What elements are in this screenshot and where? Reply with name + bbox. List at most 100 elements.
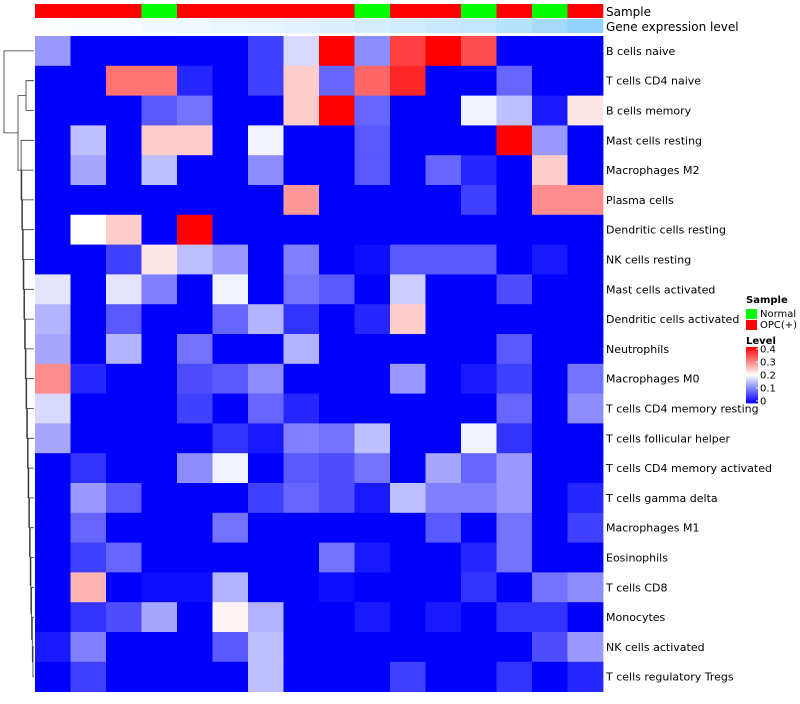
legend-gradient-step (746, 398, 758, 401)
legend-gradient-step (746, 361, 758, 363)
heatmap-cell (390, 632, 426, 663)
sample-annotation-label: Sample (606, 5, 651, 19)
heatmap-cell (425, 363, 462, 394)
heatmap-cell (461, 214, 497, 245)
heatmap-cell (70, 244, 107, 275)
heatmap-cell (319, 334, 355, 365)
heatmap-cell (283, 95, 320, 126)
legend-level-title: Level (746, 336, 776, 347)
heatmap-cell (70, 632, 107, 663)
heatmap-cell (106, 542, 142, 573)
heatmap-cell (70, 334, 107, 365)
legend-gradient-step (746, 370, 758, 373)
heatmap-cell (212, 483, 249, 514)
heatmap-cell (496, 36, 533, 67)
heatmap-cell (461, 36, 497, 67)
heatmap-cell (532, 363, 568, 394)
heatmap-cell (70, 602, 107, 633)
heatmap-cell (106, 155, 142, 186)
heatmap-cell (35, 483, 71, 514)
heatmap-cell (532, 125, 568, 156)
heatmap-cell (567, 244, 604, 275)
sample-annotation-cell (70, 4, 107, 18)
heatmap-cell (319, 155, 355, 186)
heatmap-cell (177, 36, 213, 67)
heatmap-cell (35, 304, 71, 335)
heatmap-cell (425, 155, 462, 186)
heatmap-cell (177, 512, 213, 543)
heatmap-cell (106, 304, 142, 335)
heatmap-cell (177, 155, 213, 186)
heatmap-cell (283, 602, 320, 633)
heatmap-cell (532, 155, 568, 186)
heatmap-cell (496, 661, 533, 692)
heatmap-cell (425, 483, 462, 514)
row-label: Mast cells resting (606, 134, 702, 147)
heatmap-cell (567, 274, 604, 305)
dendrogram-branch (17, 95, 26, 171)
row-label: T cells CD8 (605, 581, 668, 594)
heatmap-cell (390, 65, 426, 96)
sample-annotation-cell (106, 4, 142, 18)
heatmap-cell (141, 661, 178, 692)
heatmap-cell (177, 393, 213, 424)
heatmap-cell (212, 632, 249, 663)
heatmap-cell (496, 632, 533, 663)
row-label: Plasma cells (606, 194, 674, 207)
heatmap-cell (106, 363, 142, 394)
row-label: Dendritic cells resting (606, 224, 726, 237)
legend-sample-title: Sample (746, 295, 788, 306)
legend-gradient-step (746, 355, 758, 358)
heatmap-cell (177, 244, 213, 275)
heatmap-cell (70, 363, 107, 394)
heatmap-cell (532, 512, 568, 543)
heatmap-cell (35, 36, 71, 67)
sample-annotation-cell (319, 4, 355, 18)
heatmap-cell (212, 185, 249, 216)
expression-annotation-cell (212, 19, 249, 33)
heatmap-cell (35, 542, 71, 573)
heatmap-cell (248, 155, 284, 186)
heatmap-cell (319, 572, 355, 603)
heatmap-cell (141, 185, 178, 216)
legend-gradient-step (746, 387, 758, 390)
legend-gradient-step (746, 397, 758, 400)
heatmap-cell (319, 36, 355, 67)
heatmap-cell (496, 393, 533, 424)
expression-annotation-cell (70, 19, 107, 33)
heatmap-cell (461, 483, 497, 514)
heatmap-cell (248, 632, 284, 663)
heatmap-cell (141, 125, 178, 156)
heatmap-cell (141, 65, 178, 96)
heatmap-cell (248, 542, 284, 573)
heatmap-cell (35, 453, 71, 484)
row-label: Eosinophils (606, 552, 668, 565)
heatmap-cell (70, 661, 107, 692)
heatmap-cell (177, 214, 213, 245)
legend-gradient-step (746, 379, 758, 381)
heatmap-cell (354, 125, 391, 156)
heatmap-cell (390, 572, 426, 603)
legend-gradient-step (746, 383, 758, 386)
heatmap-cell (283, 244, 320, 275)
heatmap-cell (177, 661, 213, 692)
heatmap-cell (283, 185, 320, 216)
heatmap-cell (35, 214, 71, 245)
heatmap-cell (35, 334, 71, 365)
expression-annotation-cell (141, 19, 178, 33)
heatmap-cell (283, 214, 320, 245)
heatmap-cell (354, 363, 391, 394)
expression-annotation-cell (567, 19, 604, 33)
heatmap-cell (390, 483, 426, 514)
row-label: Macrophages M0 (606, 373, 699, 386)
expression-annotation-cell (35, 19, 71, 33)
heatmap-cell (425, 125, 462, 156)
heatmap-cell (567, 363, 604, 394)
legend-gradient-step (746, 393, 758, 395)
sample-annotation-cell (35, 4, 71, 18)
legend-gradient-step (746, 386, 758, 388)
heatmap-cell (567, 95, 604, 126)
heatmap-cell (248, 244, 284, 275)
heatmap-cell (141, 602, 178, 633)
heatmap-cell (70, 65, 107, 96)
